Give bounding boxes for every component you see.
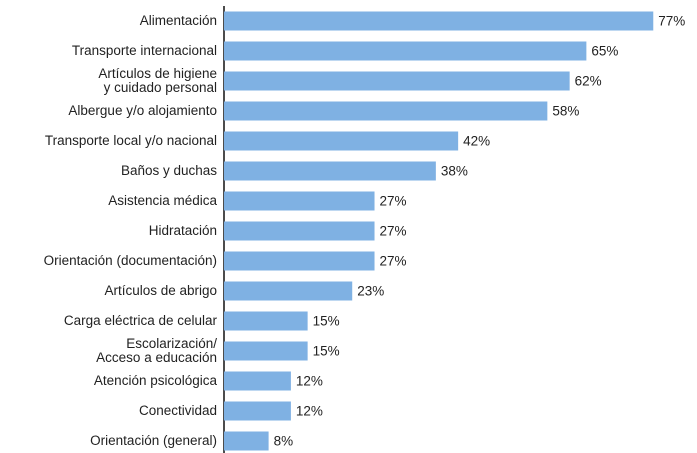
bar xyxy=(224,341,308,361)
value-label: 58% xyxy=(552,104,579,119)
value-label: 15% xyxy=(313,314,340,329)
bar xyxy=(224,281,353,301)
category-label: Albergue y/o alojamiento xyxy=(68,103,217,118)
bar xyxy=(224,11,654,31)
bar xyxy=(224,41,587,61)
value-label: 65% xyxy=(591,44,618,59)
bar xyxy=(224,371,291,391)
bar xyxy=(224,191,375,211)
value-label: 42% xyxy=(463,134,490,149)
bar xyxy=(224,311,308,331)
category-label: Asistencia médica xyxy=(108,193,217,208)
category-label: Escolarización/ Acceso a educación xyxy=(96,336,217,365)
category-label: Transporte internacional xyxy=(71,43,217,58)
category-label: Transporte local y/o nacional xyxy=(44,133,217,148)
category-label: Artículos de higiene y cuidado personal xyxy=(98,66,217,95)
bar xyxy=(224,71,570,91)
category-label: Hidratación xyxy=(148,223,217,238)
value-label: 23% xyxy=(357,284,384,299)
category-label: Orientación (documentación) xyxy=(43,253,217,268)
bar xyxy=(224,221,375,241)
bar xyxy=(224,431,269,451)
bar xyxy=(224,101,548,121)
value-label: 12% xyxy=(296,404,323,419)
bar xyxy=(224,161,436,181)
category-label: Conectividad xyxy=(138,403,217,418)
bar xyxy=(224,131,459,151)
value-label: 12% xyxy=(296,374,323,389)
bar xyxy=(224,251,375,271)
category-label: Carga eléctrica de celular xyxy=(63,313,217,328)
category-label: Baños y duchas xyxy=(120,163,217,178)
value-label: 62% xyxy=(575,74,602,89)
category-label: Orientación (general) xyxy=(90,433,217,448)
value-label: 8% xyxy=(274,434,294,449)
category-label: Atención psicológica xyxy=(93,373,217,388)
value-label: 27% xyxy=(380,254,407,269)
value-label: 15% xyxy=(313,344,340,359)
value-label: 27% xyxy=(380,194,407,209)
category-label: Alimentación xyxy=(139,13,217,28)
bar xyxy=(224,401,291,421)
category-label: Artículos de abrigo xyxy=(104,283,217,298)
value-label: 38% xyxy=(441,164,468,179)
value-label: 27% xyxy=(380,224,407,239)
value-label: 77% xyxy=(658,14,685,29)
